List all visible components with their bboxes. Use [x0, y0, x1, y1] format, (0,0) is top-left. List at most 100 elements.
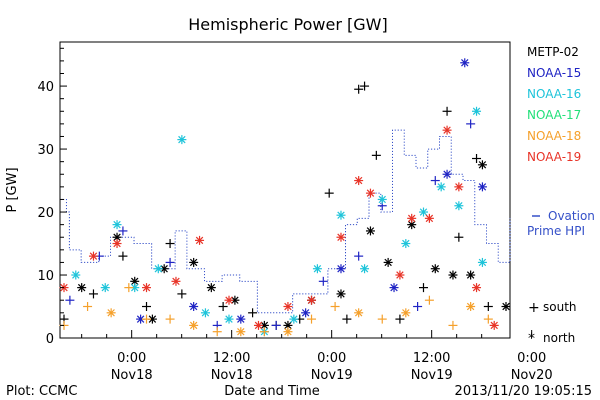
legend-entry-noaa-19: NOAA-19 [527, 150, 581, 164]
data-point [477, 160, 487, 170]
data-point [454, 232, 464, 242]
data-point [472, 154, 482, 164]
data-point [436, 182, 446, 192]
data-point [336, 210, 346, 220]
data-point [259, 327, 269, 337]
data-point [466, 119, 476, 129]
data-point [454, 182, 464, 192]
y-tick-label: 10 [37, 269, 54, 284]
data-point [71, 270, 81, 280]
legend-entry-noaa-17: NOAA-17 [527, 108, 581, 122]
data-point [289, 314, 299, 324]
x-tick-label-time: 0:00 [517, 351, 546, 366]
data-point [100, 283, 110, 293]
data-point [324, 188, 334, 198]
data-point [336, 232, 346, 242]
data-point [448, 320, 458, 330]
legend: METP-02 NOAA-15 NOAA-16 NOAA-17 NOAA-18 NOAA-… [527, 45, 581, 164]
data-point [271, 320, 281, 330]
data-point [165, 314, 175, 324]
data-point [418, 283, 428, 293]
data-point [142, 302, 152, 312]
data-point [448, 270, 458, 280]
data-point [395, 270, 405, 280]
data-point [142, 283, 152, 293]
data-point [360, 264, 370, 274]
plot-area: 0 10 20 30 40 0:00 Nov18 12:00 Nov18 0:00 Nov19 12… [37, 41, 553, 383]
data-point [466, 270, 476, 280]
ovation-legend-label-2: Prime HPI [527, 224, 585, 238]
data-point [189, 302, 199, 312]
data-point [365, 226, 375, 236]
satellite-points [59, 58, 511, 337]
ovation-legend-label-1: Ovation [548, 209, 595, 223]
ovation-legend: Ovation Prime HPI [527, 209, 595, 238]
data-point [413, 302, 423, 312]
data-point [136, 314, 146, 324]
data-point [460, 58, 470, 68]
data-point [330, 302, 340, 312]
x-tick-label-date: Nov18 [211, 368, 253, 383]
data-point [106, 308, 116, 318]
marker-legend-symbol-north: * [528, 331, 535, 347]
data-point [477, 257, 487, 267]
ovation-hpi-series [60, 129, 511, 314]
x-axis-ticks: 0:00 Nov18 12:00 Nov18 0:00 Nov19 12:00 Nov19 0:… [81, 330, 553, 383]
data-point [354, 84, 364, 94]
x-tick-label-time: 0:00 [117, 351, 146, 366]
data-point [466, 302, 476, 312]
x-tick-label-time: 12:00 [213, 351, 250, 366]
data-point [236, 327, 246, 337]
data-point [401, 308, 411, 318]
data-point [112, 239, 122, 249]
data-point [354, 251, 364, 261]
data-point [88, 251, 98, 261]
data-point [377, 194, 387, 204]
data-point [224, 295, 234, 305]
x-axis-label: Date and Time [224, 384, 320, 399]
data-point [83, 302, 93, 312]
x-tick-label-date: Nov19 [411, 368, 453, 383]
data-point [118, 251, 128, 261]
legend-entry-noaa-18: NOAA-18 [527, 129, 581, 143]
marker-legend-symbol-south: + [528, 300, 540, 316]
data-point [377, 314, 387, 324]
data-point [88, 289, 98, 299]
y-axis-ticks: 0 10 20 30 40 [37, 47, 67, 347]
chart-title: Hemispheric Power [GW] [188, 15, 387, 34]
data-point [501, 302, 511, 312]
data-point [206, 283, 216, 293]
data-point [442, 106, 452, 116]
data-point [212, 327, 222, 337]
data-point [442, 169, 452, 179]
data-point [483, 302, 493, 312]
data-point [165, 239, 175, 249]
data-point [483, 314, 493, 324]
y-tick-label: 20 [37, 206, 54, 221]
data-point [248, 308, 258, 318]
y-axis-label: P [GW] [5, 167, 20, 212]
data-point [77, 283, 87, 293]
data-point [171, 276, 181, 286]
marker-legend-label-south: south [543, 300, 577, 314]
data-point [418, 207, 428, 217]
footer-right: 2013/11/20 19:05:15 [455, 384, 592, 399]
legend-entry-metp-02: METP-02 [527, 45, 579, 59]
data-point [118, 226, 128, 236]
data-point [477, 182, 487, 192]
data-point [472, 283, 482, 293]
data-point [454, 201, 464, 211]
plot-frame [59, 41, 511, 339]
data-point [354, 308, 364, 318]
x-tick-label-time: 0:00 [317, 351, 346, 366]
y-tick-label: 0 [46, 332, 54, 347]
data-point [360, 81, 370, 91]
data-point [218, 302, 228, 312]
footer-left: Plot: CCMC [6, 384, 77, 399]
data-point [195, 235, 205, 245]
data-point [177, 135, 187, 145]
data-point [189, 320, 199, 330]
data-point [424, 213, 434, 223]
x-tick-label-date: Nov20 [511, 368, 553, 383]
